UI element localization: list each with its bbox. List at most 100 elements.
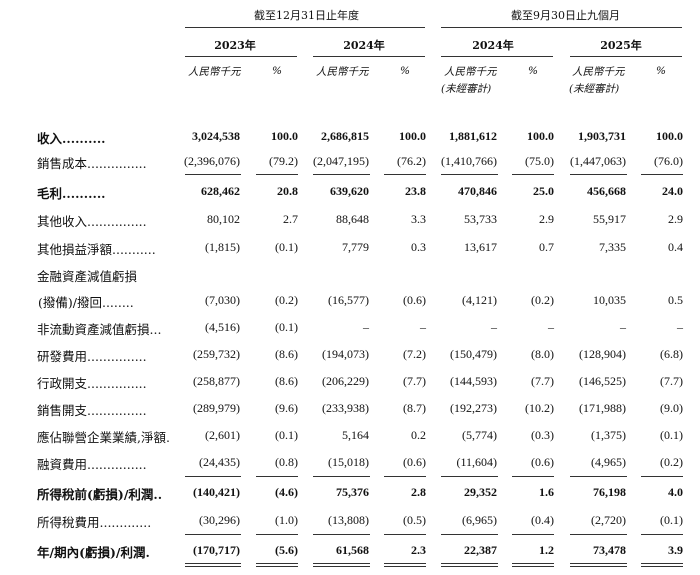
period-header-year-ended: 截至12月31日止年度	[254, 9, 359, 22]
percent-cell: 2.3	[411, 543, 426, 557]
percent-cell: (0.2)	[275, 293, 298, 307]
period-header-nine-months: 截至9月30日止九個月	[511, 9, 620, 22]
amount-cell: –	[491, 320, 497, 334]
row-label-text: (撥備)/撥回	[38, 295, 102, 310]
percent-cell: (0.1)	[660, 428, 683, 442]
amount-cell: (6,965)	[462, 513, 497, 527]
percent-cell: (4.6)	[275, 485, 298, 499]
amount-cell: (11,604)	[456, 455, 497, 469]
amount-cell: 22,387	[464, 543, 497, 557]
percent-cell: –	[420, 320, 426, 334]
percent-cell: (1.0)	[275, 513, 298, 527]
amount-cell: (192,273)	[450, 401, 497, 415]
row-label: 行政開支...............	[37, 373, 147, 392]
amount-cell: (4,516)	[205, 320, 240, 334]
amount-cell: (233,938)	[322, 401, 369, 415]
row-label: 所得稅費用.............	[37, 512, 151, 531]
year-header: 2024年	[472, 39, 514, 52]
percent-cell: (0.1)	[275, 320, 298, 334]
percent-cell: –	[677, 320, 683, 334]
percent-cell: (6.8)	[660, 347, 683, 361]
unaudited-label: (未經審計)	[569, 83, 620, 95]
amount-cell: (15,018)	[328, 455, 369, 469]
year-underline	[185, 56, 297, 57]
subtotal-rule	[185, 476, 241, 477]
dot-leader: ..	[153, 487, 163, 502]
subtotal-rule	[313, 476, 370, 477]
amount-cell: 29,352	[464, 485, 497, 499]
subtotal-rule	[313, 534, 370, 535]
percent-label: %	[272, 65, 282, 77]
amount-cell: (194,073)	[322, 347, 369, 361]
dot-leader: ...............	[87, 349, 147, 364]
row-label: 應佔聯營企業業績,淨額.	[37, 427, 170, 446]
amount-cell: 53,733	[464, 212, 497, 226]
percent-cell: (0.3)	[531, 428, 554, 442]
amount-cell: (258,877)	[193, 374, 240, 388]
unaudited-label: (未經審計)	[441, 83, 492, 95]
percent-cell: (7.2)	[403, 347, 426, 361]
percent-cell: (8.7)	[403, 401, 426, 415]
dot-leader: ...........	[112, 242, 156, 257]
unit-label: 人民幣千元	[188, 66, 241, 78]
percent-cell: 4.0	[668, 485, 683, 499]
amount-cell: (140,421)	[193, 485, 240, 499]
amount-cell: (30,296)	[199, 513, 240, 527]
subtotal-rule	[641, 476, 683, 477]
amount-cell: (7,030)	[205, 293, 240, 307]
row-label-text: 所得稅前(虧損)/利潤	[37, 487, 154, 502]
subtotal-rule	[384, 476, 426, 477]
amount-cell: (1,447,063)	[570, 154, 626, 168]
dot-leader: .............	[99, 515, 152, 530]
percent-cell: 2.8	[411, 485, 426, 499]
amount-cell: 1,903,731	[578, 129, 626, 143]
subtotal-rule	[185, 534, 241, 535]
amount-cell: (13,808)	[328, 513, 369, 527]
row-label-text: 銷售成本	[37, 156, 88, 171]
amount-cell: 88,648	[336, 212, 369, 226]
year-header: 2023年	[214, 39, 256, 52]
percent-cell: (8.6)	[275, 374, 298, 388]
group-divider-line	[185, 27, 425, 28]
dot-leader: ..........	[62, 131, 106, 146]
amount-cell: (5,774)	[462, 428, 497, 442]
amount-cell: (1,410,766)	[441, 154, 497, 168]
double-total-rule	[185, 563, 241, 564]
amount-cell: (144,593)	[450, 374, 497, 388]
double-total-rule	[570, 566, 627, 567]
subtotal-rule	[641, 174, 683, 175]
amount-cell: 456,668	[587, 184, 626, 198]
row-label-text: 行政開支	[37, 376, 88, 391]
double-total-rule	[641, 563, 683, 564]
year-header: 2025年	[600, 39, 642, 52]
percent-cell: 100.0	[399, 129, 426, 143]
amount-cell: 13,617	[464, 240, 497, 254]
percent-cell: (0.2)	[660, 455, 683, 469]
amount-cell: (1,815)	[205, 240, 240, 254]
percent-cell: 23.8	[405, 184, 426, 198]
amount-cell: (171,988)	[579, 401, 626, 415]
unit-label: 人民幣千元	[572, 66, 625, 78]
amount-cell: (146,525)	[579, 374, 626, 388]
percent-cell: 2.9	[539, 212, 554, 226]
subtotal-rule	[441, 534, 498, 535]
row-label-text: 毛利	[37, 186, 63, 201]
percent-cell: (9.0)	[660, 401, 683, 415]
percent-cell: 2.9	[668, 212, 683, 226]
amount-cell: 55,917	[593, 212, 626, 226]
amount-cell: (16,577)	[328, 293, 369, 307]
amount-cell: –	[620, 320, 626, 334]
percent-cell: 100.0	[271, 129, 298, 143]
year-header: 2024年	[343, 39, 385, 52]
amount-cell: 75,376	[336, 485, 369, 499]
percent-cell: (76.0)	[654, 154, 683, 168]
subtotal-rule	[256, 476, 298, 477]
row-label-text: 所得稅費用	[37, 515, 100, 530]
amount-cell: (289,979)	[193, 401, 240, 415]
row-label: 收入..........	[37, 128, 106, 147]
percent-cell: 3.9	[668, 543, 683, 557]
amount-cell: (2,396,076)	[184, 154, 240, 168]
subtotal-rule	[185, 174, 241, 175]
percent-cell: (0.8)	[275, 455, 298, 469]
amount-cell: 1,881,612	[449, 129, 497, 143]
